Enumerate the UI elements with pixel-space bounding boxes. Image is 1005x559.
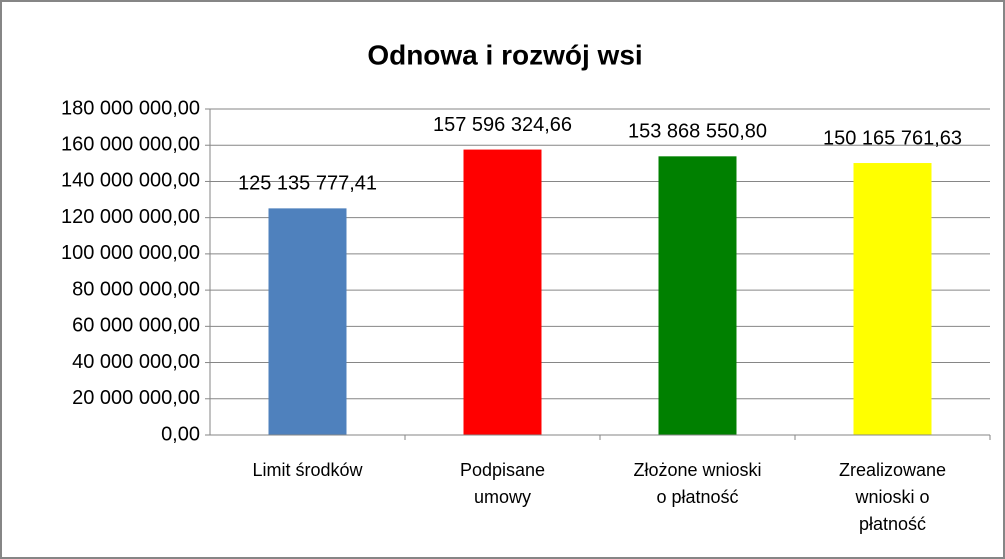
data-label: 150 165 761,63 xyxy=(823,127,962,149)
data-label: 153 868 550,80 xyxy=(628,121,767,143)
chart-title: Odnowa i rozwój wsi xyxy=(367,39,642,70)
x-tick-label: Złożone wnioski o płatność xyxy=(633,460,762,507)
y-tick-label: 40 000 000,00 xyxy=(72,351,200,373)
x-tick-label: Podpisane umowy xyxy=(459,460,546,507)
y-tick-label: 60 000 000,00 xyxy=(72,315,200,337)
y-tick-label: 80 000 000,00 xyxy=(72,278,200,300)
bar xyxy=(268,208,347,435)
data-label: 125 135 777,41 xyxy=(238,173,377,195)
y-tick-label: 140 000 000,00 xyxy=(61,170,200,192)
y-tick-label: 0,00 xyxy=(161,423,200,445)
bar xyxy=(853,163,932,435)
y-tick-label: 160 000 000,00 xyxy=(61,134,200,156)
y-tick-label: 120 000 000,00 xyxy=(61,206,200,228)
x-tick-label: Zrealizowane wnioski o płatność xyxy=(838,460,947,534)
y-tick-label: 180 000 000,00 xyxy=(61,97,200,119)
data-label: 157 596 324,66 xyxy=(433,114,572,136)
y-tick-label: 20 000 000,00 xyxy=(72,387,200,409)
x-tick-label: Limit środków xyxy=(252,460,363,480)
y-tick-label: 100 000 000,00 xyxy=(61,242,200,264)
bar xyxy=(658,156,737,435)
bar xyxy=(463,149,542,435)
